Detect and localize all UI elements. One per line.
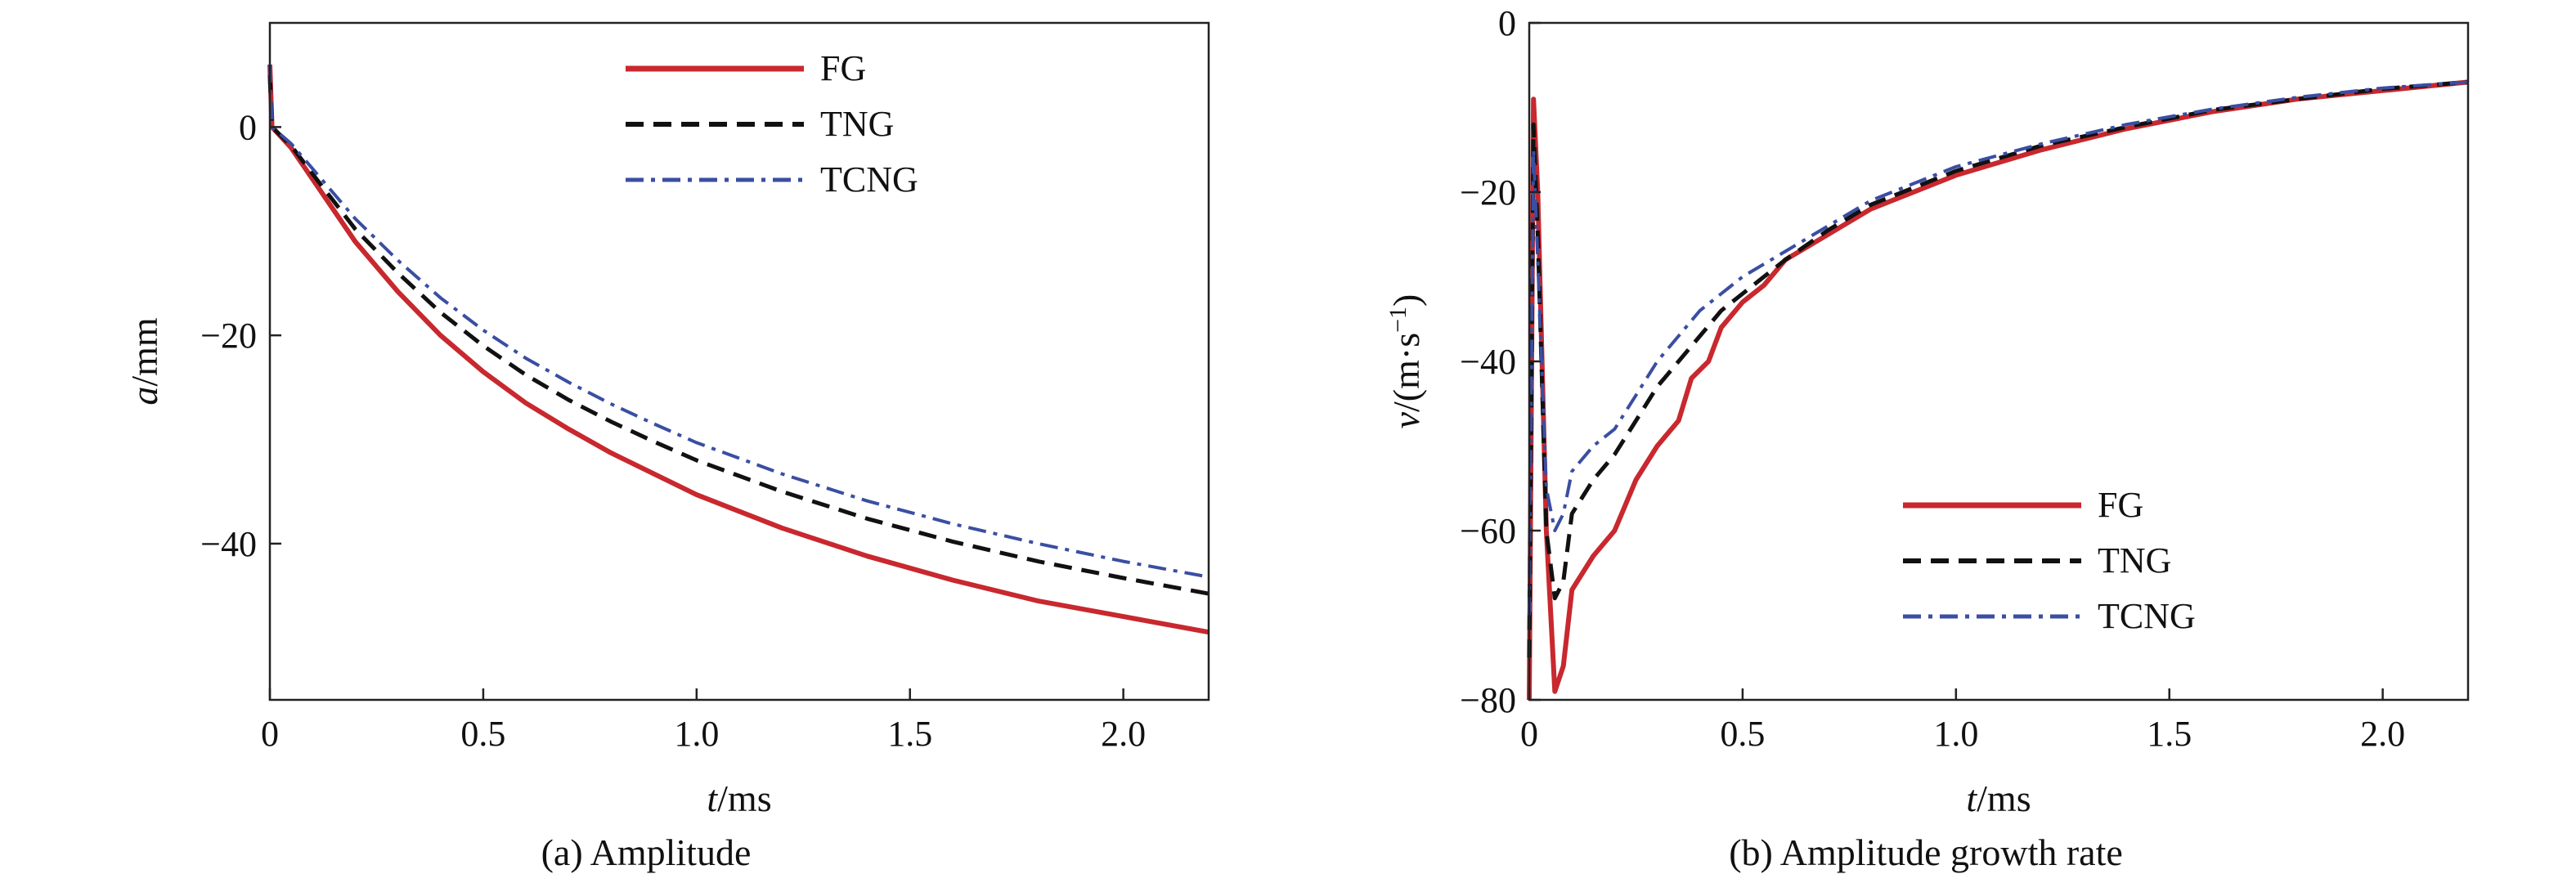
x-tick-label: 0 (261, 714, 279, 754)
y-tick-label: 0 (239, 107, 257, 147)
y-tick-label: 0 (1498, 3, 1516, 43)
legend-a: FG TNG TCNG (626, 48, 918, 199)
series-line-fg (1527, 79, 2469, 701)
x-tick-label: 1.0 (1933, 714, 1978, 754)
legend-label-tcng: TCNG (820, 159, 918, 199)
plot-frame-b (1528, 21, 2470, 701)
legend-label-fg: FG (820, 48, 866, 88)
x-tick-label: 1.5 (887, 714, 932, 754)
legend-b: FG TNG TCNG (1903, 485, 2196, 636)
y-axis-label-a: a/mm (123, 317, 165, 406)
x-tick-label: 0 (1520, 714, 1538, 754)
y-tick-label: −40 (200, 524, 257, 564)
x-tick-label: 1.5 (2147, 714, 2192, 754)
legend-label-tng: TNG (820, 104, 894, 144)
y-tick-label: −40 (1460, 342, 1516, 382)
x-axis-label-b: t/ms (1966, 778, 2031, 819)
series-layer-a (267, 64, 1209, 635)
y-axis-label-b: v/(m·s−1) (1384, 294, 1428, 429)
y-tick-label: −20 (200, 316, 257, 356)
ticks-layer-b: 0 0.5 1.0 1.5 2.0 0 −20 −40 −60 −80 (1460, 3, 2405, 754)
y-tick-label: −80 (1460, 680, 1516, 720)
x-tick-label: 0.5 (460, 714, 505, 754)
series-line-tng (1527, 79, 2469, 658)
caption-a: (a) Amplitude (541, 831, 752, 873)
series-line-tcng (268, 64, 1209, 579)
plot-frame-a (268, 21, 1210, 701)
y-tick-label: −20 (1460, 173, 1516, 213)
chart-amplitude: 0 0.5 1.0 1.5 2.0 0 −20 −40 FG TNG TCNG t/ms a/mm… (123, 21, 1210, 873)
x-axis-label-a: t/ms (707, 778, 771, 819)
x-tick-label: 2.0 (1101, 714, 1146, 754)
y-tick-label: −60 (1460, 511, 1516, 551)
series-layer-b (1527, 79, 2469, 701)
series-line-tng (267, 74, 1209, 596)
legend-label-fg: FG (2098, 485, 2143, 525)
x-tick-label: 1.0 (674, 714, 719, 754)
x-tick-label: 0.5 (1720, 714, 1765, 754)
chart-amplitude-growth-rate: 0 0.5 1.0 1.5 2.0 0 −20 −40 −60 −80 FG TNG TCNG t/m… (1384, 3, 2470, 873)
series-line-fg (267, 64, 1209, 635)
caption-b: (b) Amplitude growth rate (1729, 831, 2123, 873)
ticks-layer-a: 0 0.5 1.0 1.5 2.0 0 −20 −40 (200, 107, 1146, 754)
series-line-tcng (1528, 80, 2469, 616)
legend-label-tcng: TCNG (2098, 596, 2196, 636)
x-tick-label: 2.0 (2360, 714, 2405, 754)
legend-label-tng: TNG (2098, 540, 2171, 580)
